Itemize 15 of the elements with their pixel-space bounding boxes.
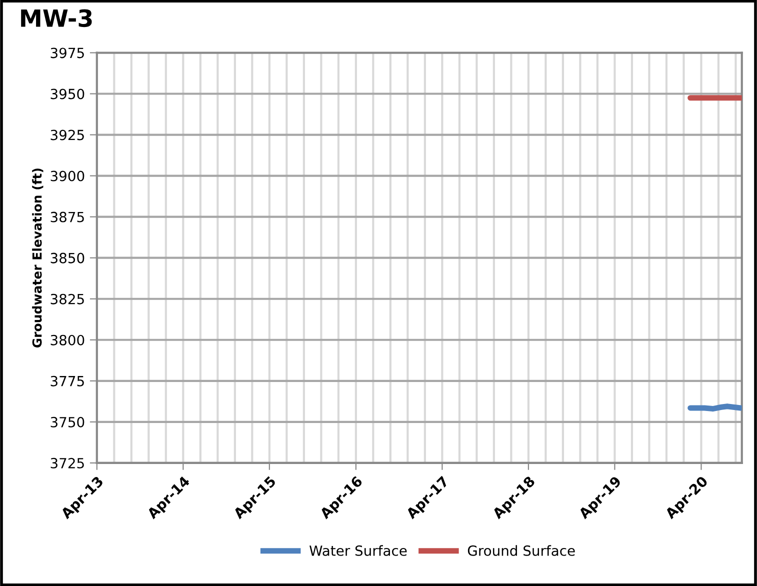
legend-label: Ground Surface [468, 545, 575, 556]
chart-title: MW-3 [21, 9, 92, 28]
y-tick-label: 3975 [50, 48, 84, 58]
y-tick-label: 3825 [50, 294, 84, 304]
y-tick-label: 3800 [50, 334, 84, 346]
y-tick-label: 3900 [50, 170, 84, 182]
y-axis-title: Groudwater Elevation (ft) [32, 168, 44, 348]
y-tick-label: 3875 [50, 212, 84, 222]
y-tick-label: 3750 [50, 416, 84, 428]
y-tick-label: 3925 [50, 130, 84, 140]
y-tick-label: 3775 [50, 376, 84, 386]
legend-label: Water Surface [310, 545, 407, 556]
y-tick-label: 3950 [50, 88, 84, 100]
y-tick-label: 3725 [50, 458, 84, 468]
y-tick-label: 3850 [50, 252, 84, 264]
